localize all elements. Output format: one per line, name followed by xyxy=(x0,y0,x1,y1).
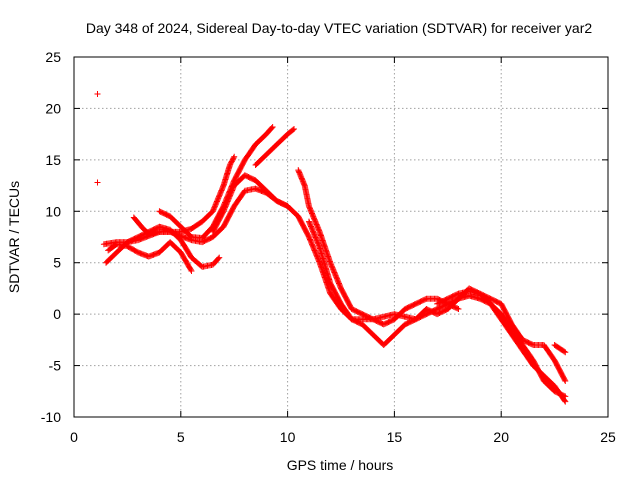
y-tick-label: 10 xyxy=(45,203,61,219)
y-axis-label: SDTVAR / TECUs xyxy=(6,181,22,293)
data-point xyxy=(216,254,223,261)
y-tick-label: 5 xyxy=(53,255,61,271)
data-point xyxy=(268,124,275,131)
data-point xyxy=(187,266,194,273)
y-tick-label: -5 xyxy=(49,358,62,374)
data-point xyxy=(269,123,276,130)
plot-frame xyxy=(73,56,609,418)
data-point xyxy=(231,153,238,160)
series-arc-8 xyxy=(295,167,462,328)
series-arc-3 xyxy=(105,239,195,274)
x-tick-label: 20 xyxy=(493,429,509,445)
y-tick-label: 15 xyxy=(45,152,61,168)
data-point xyxy=(561,348,568,355)
series-arc-4 xyxy=(130,153,238,237)
outlier-point xyxy=(94,179,101,186)
x-tick-label: 0 xyxy=(70,429,78,445)
x-tick-label: 25 xyxy=(600,429,616,445)
tick-layer: 0 5 10 15 20 25 -10 -5 0 5 10 15 20 25 xyxy=(41,49,616,445)
data-point xyxy=(291,126,298,132)
series-arc-7 xyxy=(209,172,569,405)
series-arc-12 xyxy=(551,342,569,356)
outlier-points xyxy=(94,91,101,186)
y-tick-label: 0 xyxy=(53,306,61,322)
y-tick-label: -10 xyxy=(41,409,61,425)
series-arc-11 xyxy=(434,288,569,400)
data-point xyxy=(215,255,222,262)
data-point xyxy=(455,306,462,312)
y-tick-label: 25 xyxy=(45,49,61,65)
data-point xyxy=(188,267,195,274)
data-point xyxy=(454,291,461,298)
series-arc-6 xyxy=(252,126,298,168)
x-tick-label: 15 xyxy=(387,429,403,445)
data-point xyxy=(529,341,536,348)
x-axis-label: GPS time / hours xyxy=(287,457,394,473)
data-point xyxy=(454,305,461,312)
data-point xyxy=(230,154,237,161)
y-tick-label: 20 xyxy=(45,100,61,116)
data-point xyxy=(289,126,296,133)
data-point xyxy=(561,376,568,383)
grid-layer xyxy=(74,57,608,417)
data-point xyxy=(561,392,568,399)
outlier-point xyxy=(94,91,101,98)
series-arc-9 xyxy=(305,218,451,323)
x-tick-label: 5 xyxy=(177,429,185,445)
data-point xyxy=(562,349,569,356)
chart-title: Day 348 of 2024, Sidereal Day-to-day VTE… xyxy=(86,20,592,36)
x-tick-label: 10 xyxy=(280,429,296,445)
series-arc-2 xyxy=(103,223,223,270)
data-point xyxy=(422,296,429,303)
series-arc-5 xyxy=(156,123,276,242)
data-point xyxy=(562,398,569,405)
series-layer xyxy=(94,91,569,405)
data-point xyxy=(562,378,569,384)
data-point xyxy=(562,393,569,400)
